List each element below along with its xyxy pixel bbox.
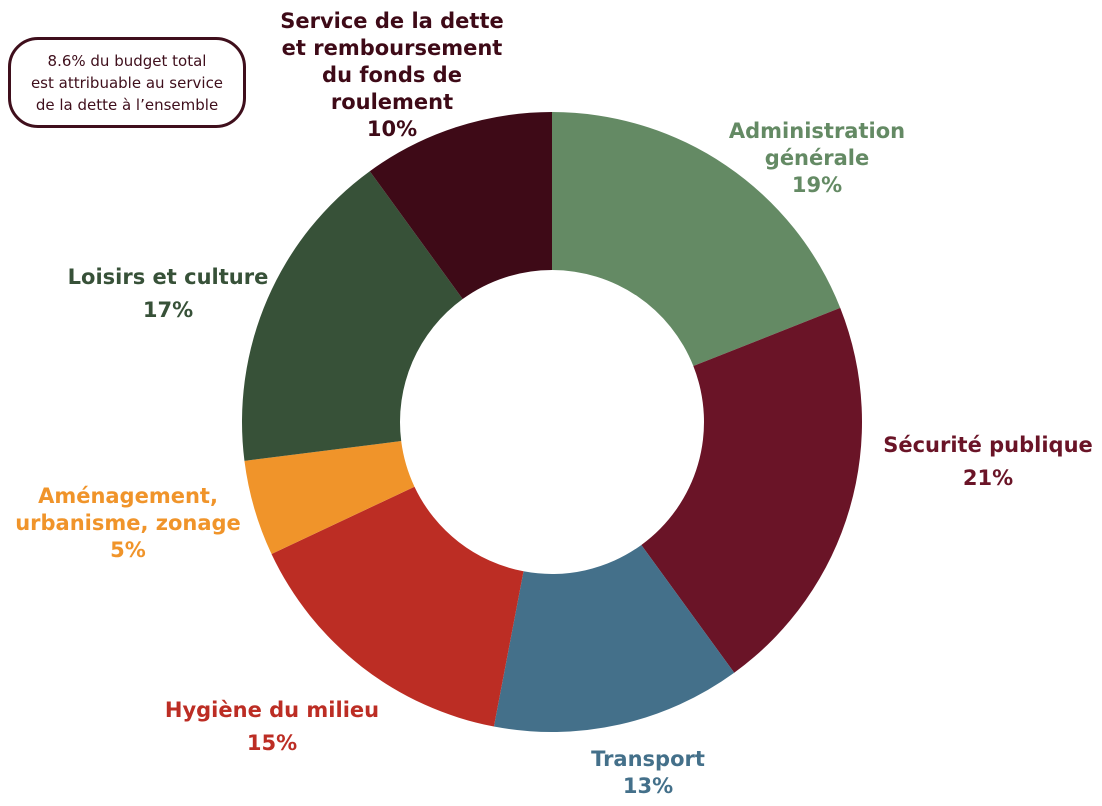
label-name: Administration [728,119,906,143]
label-name: urbanisme, zonage [15,511,241,535]
label-value: 10% [366,117,418,141]
label-value: 21% [962,466,1014,490]
label-name: Transport [591,747,705,771]
label-loisirs-et-culture: Loisirs et culture 17% [52,264,284,324]
note-line-2: est attribuable au service [30,73,224,92]
label-name: Loisirs et culture [67,265,269,289]
label-name: roulement [330,90,454,114]
label-value: 5% [110,538,146,562]
donut-slice-1 [641,307,862,673]
donut-slice-0 [552,112,841,367]
label-name: Hygiène du milieu [164,698,380,722]
label-transport: Transport 13% [560,746,736,800]
label-value: 19% [791,173,843,197]
label-name: générale [764,146,870,170]
label-name: du fonds de [322,63,462,87]
label-value: 13% [622,774,674,798]
label-amenagement-urbanisme-zonage: Aménagement, urbanisme, zonage 5% [2,483,254,564]
donut-slice-4 [244,441,415,554]
label-value: 15% [246,731,298,755]
donut-slice-6 [369,112,552,300]
donut-slice-5 [242,171,463,461]
label-name: Aménagement, [38,484,218,508]
label-name: Service de la dette [280,9,504,33]
label-securite-publique: Sécurité publique 21% [872,432,1102,492]
note-line-1: 8.6% du budget total [47,51,207,70]
debt-service-note: 8.6% du budget total est attribuable au … [8,37,246,128]
donut-slice-2 [493,544,735,732]
note-line-3: de la dette à l’ensemble [35,95,219,114]
label-service-de-la-dette: Service de la dette et remboursement du … [262,8,522,143]
label-value: 17% [142,298,194,322]
label-administration-generale: Administration générale 19% [712,118,922,199]
donut-slice-3 [271,486,524,727]
label-hygiene-du-milieu: Hygiène du milieu 15% [148,697,396,757]
label-name: et remboursement [281,36,503,60]
label-name: Sécurité publique [883,433,1093,457]
